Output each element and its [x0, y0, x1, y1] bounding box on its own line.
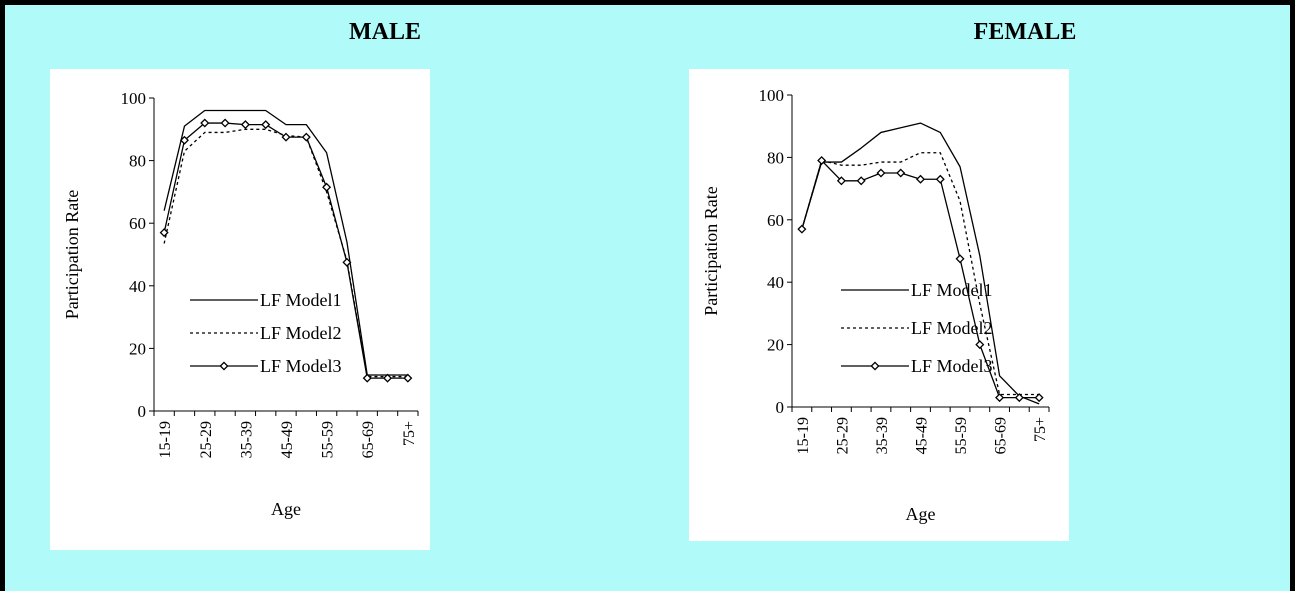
female-x-tick-label: 75+	[1032, 417, 1049, 442]
female-series-3-point	[995, 393, 1005, 403]
male-x-tick-label: 15-19	[157, 421, 174, 458]
male-y-tick-label: 100	[121, 89, 147, 108]
male-series-3-point	[281, 132, 291, 142]
female-y-tick-label: 40	[767, 273, 784, 292]
female-series-3-point	[817, 156, 827, 166]
male-series-3-point	[383, 373, 393, 383]
female-series-3-point	[896, 168, 906, 178]
male-chart-svg: 0 20 40 60 80 100 15-19 25-29 35-39 45-49 55-59 65-…	[62, 89, 419, 519]
male-y-tick-label: 80	[129, 152, 146, 171]
male-legend-label-2: LF Model2	[260, 323, 342, 343]
male-x-tick-label: 25-29	[198, 421, 215, 458]
female-series-line-2	[801, 152, 1040, 396]
male-legend-label-1: LF Model1	[260, 290, 342, 310]
female-y-tick-label: 80	[767, 148, 784, 167]
female-series-3-point	[955, 254, 965, 264]
female-series-3-point	[915, 174, 926, 184]
male-x-axis-title: Age	[271, 499, 301, 519]
female-y-axis-title: Participation Rate	[701, 186, 721, 315]
female-series-3-point	[975, 340, 985, 350]
male-series-3-point	[200, 118, 210, 128]
male-x-tick-label: 55-59	[320, 421, 337, 458]
male-series-3-point	[342, 257, 352, 267]
male-panel-title: MALE	[349, 19, 421, 45]
male-y-tick-label: 40	[129, 277, 146, 296]
female-series-3-point	[836, 176, 846, 186]
male-series-3-point	[301, 132, 311, 142]
female-y-tick-label: 0	[776, 398, 785, 417]
female-series-3-point	[876, 168, 886, 178]
male-x-tick-label: 35-39	[238, 421, 255, 458]
female-series-3-point	[935, 174, 945, 184]
male-y-tick-label: 20	[129, 339, 146, 358]
male-chart: 0 20 40 60 80 100 15-19 25-29 35-39 45-49 55-59 65-…	[50, 69, 430, 550]
female-series-3-point	[1034, 393, 1044, 403]
female-series-line-1	[801, 122, 1040, 405]
female-x-tick-label: 25-29	[834, 417, 851, 454]
male-y-tick-label: 0	[138, 402, 147, 421]
male-series-3-point	[220, 118, 230, 128]
female-legend-label-2: LF Model2	[911, 318, 993, 338]
female-y-tick-label: 20	[767, 336, 784, 355]
male-series-3-point	[322, 182, 332, 192]
female-x-tick-label: 35-39	[874, 417, 891, 454]
male-series-3-point	[403, 373, 413, 383]
female-series-3-point	[797, 224, 807, 234]
female-series-3-point	[856, 176, 866, 186]
female-series-3-point	[1014, 393, 1024, 403]
female-chart-svg: 0 20 40 60 80 100 15-19 25-29 35-39 45-49 55-59 65-…	[701, 86, 1050, 524]
male-series-3-point	[159, 228, 169, 238]
male-x-tick-label: 75+	[401, 421, 418, 446]
female-x-tick-label: 15-19	[795, 417, 812, 454]
female-legend-label-3: LF Model3	[911, 356, 993, 376]
female-legend-marker-3	[870, 361, 880, 371]
male-series-3-point	[179, 135, 189, 145]
male-x-tick-label: 45-49	[279, 421, 296, 458]
female-x-tick-label: 55-59	[953, 417, 970, 454]
female-x-tick-label: 65-69	[993, 417, 1010, 454]
male-y-axis-title: Participation Rate	[62, 190, 82, 319]
female-panel-title: FEMALE	[973, 19, 1077, 45]
female-chart: 0 20 40 60 80 100 15-19 25-29 35-39 45-49 55-59 65-…	[689, 69, 1069, 541]
female-y-tick-label: 60	[767, 211, 784, 230]
male-y-tick-label: 60	[129, 214, 146, 233]
female-x-tick-label: 45-49	[914, 417, 931, 454]
male-legend-marker-3	[219, 361, 229, 371]
male-x-tick-label: 65-69	[360, 421, 377, 458]
female-legend-label-1: LF Model1	[911, 280, 993, 300]
female-x-axis-title: Age	[906, 504, 936, 524]
male-legend-label-3: LF Model3	[260, 356, 342, 376]
male-series-3-point	[261, 120, 271, 130]
male-series-3-point	[362, 373, 372, 383]
male-series-3-point	[240, 120, 250, 130]
female-y-tick-label: 100	[759, 86, 785, 105]
